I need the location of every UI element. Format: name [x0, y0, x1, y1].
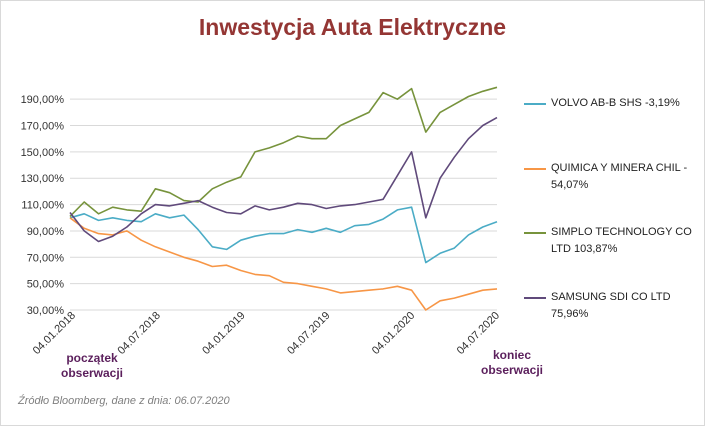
x-tick-label: 04.07.2019: [285, 310, 332, 357]
series-lines: [69, 86, 498, 311]
y-tick-label: 150,00%: [21, 147, 65, 159]
x-axis-tick-labels: 04.01.2018 04.07.2018 04.01.2019 04.07.2019…: [31, 310, 502, 357]
series-line-samsung: [69, 116, 498, 243]
y-tick-label: 130,00%: [21, 173, 65, 185]
legend-swatch: [524, 168, 546, 170]
y-tick-label: 90,00%: [27, 226, 65, 238]
legend-swatch: [524, 297, 546, 299]
start-annotation: początek obserwacji: [42, 351, 142, 381]
x-tick-label: 04.01.2019: [200, 310, 247, 357]
legend-label: SIMPLO TECHNOLOGY CO LTD 103,87%: [551, 226, 692, 255]
start-annotation-line2: obserwacji: [60, 366, 124, 380]
legend-swatch: [524, 232, 546, 234]
start-annotation-line1: początek: [66, 351, 118, 365]
series-line-volvo: [69, 206, 498, 264]
legend-swatch: [524, 103, 546, 105]
end-annotation: koniec obserwacji: [462, 348, 562, 378]
series-line-quimica: [69, 217, 498, 311]
end-annotation-line1: koniec: [492, 348, 531, 362]
end-annotation-line2: obserwacji: [480, 363, 544, 377]
gridlines: [70, 98, 497, 311]
chart-title: Inwestycja Auta Elektryczne: [198, 14, 507, 40]
y-tick-label: 190,00%: [21, 94, 65, 106]
y-tick-label: 50,00%: [27, 279, 65, 291]
x-tick-label: 04.01.2020: [370, 310, 417, 357]
y-tick-label: 170,00%: [21, 121, 65, 133]
legend-item-volvo: VOLVO AB-B SHS -3,19%: [524, 95, 699, 112]
legend-item-samsung: SAMSUNG SDI CO LTD 75,96%: [524, 289, 699, 323]
series-line-simplo: [69, 86, 498, 217]
legend-label: SAMSUNG SDI CO LTD 75,96%: [551, 291, 671, 320]
y-tick-label: 70,00%: [27, 252, 65, 264]
y-tick-label: 30,00%: [27, 305, 65, 317]
y-axis-tick-labels: 30,00% 50,00% 70,00% 90,00% 110,00% 130,00% 15…: [21, 94, 65, 317]
legend-label: QUIMICA Y MINERA CHIL - 54,07%: [551, 162, 688, 191]
y-tick-label: 110,00%: [21, 200, 64, 212]
x-tick-label: 04.07.2018: [116, 310, 163, 357]
source-note: Źródło Bloomberg, dane z dnia: 06.07.202…: [18, 395, 230, 407]
legend-item-quimica: QUIMICA Y MINERA CHIL - 54,07%: [524, 160, 699, 194]
legend-item-simplo: SIMPLO TECHNOLOGY CO LTD 103,87%: [524, 224, 699, 258]
legend-label: VOLVO AB-B SHS -3,19%: [551, 97, 680, 109]
